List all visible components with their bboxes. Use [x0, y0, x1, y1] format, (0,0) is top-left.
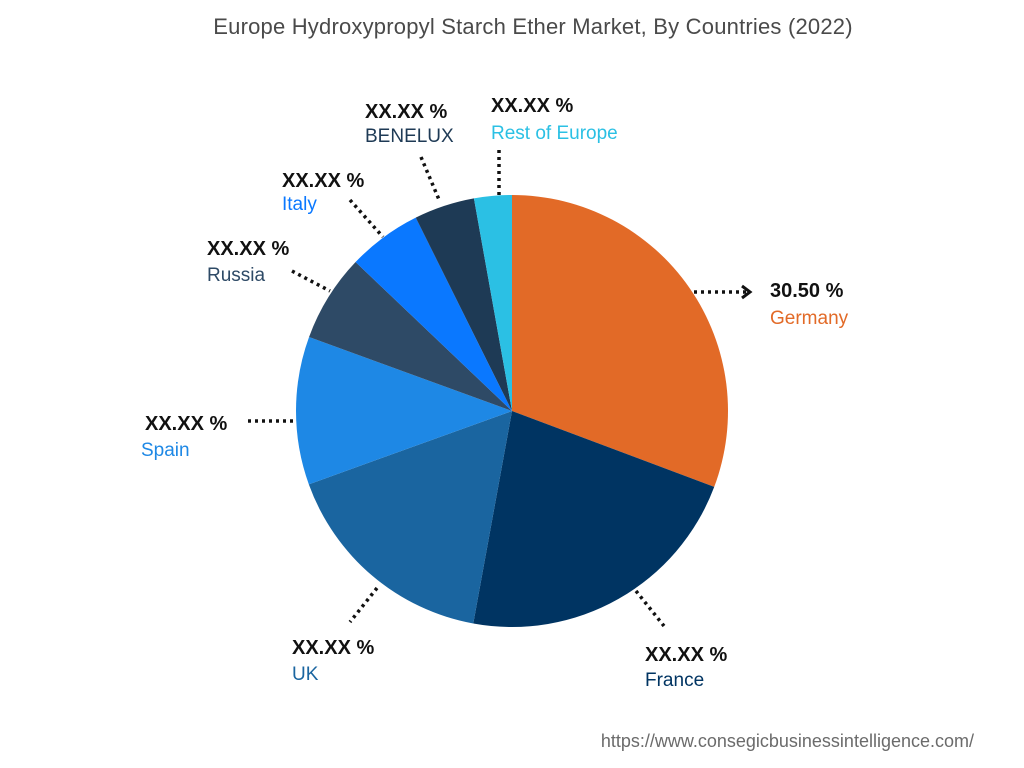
name-label-benelux: BENELUX: [365, 126, 454, 147]
leader-arrow-germany: [741, 284, 753, 300]
slice-germany: [512, 195, 728, 487]
leader-line-france: [634, 589, 666, 628]
value-label-france: XX.XX %: [645, 644, 727, 666]
name-label-rest-of-europe: Rest of Europe: [491, 123, 618, 144]
leader-lines: [248, 150, 753, 628]
value-label-rest-of-europe: XX.XX %: [491, 95, 573, 117]
slice-italy: [355, 217, 512, 411]
value-label-spain: XX.XX %: [145, 413, 227, 435]
value-label-benelux: XX.XX %: [365, 101, 447, 123]
leader-line-uk: [348, 586, 379, 624]
name-label-france: France: [645, 670, 704, 691]
leader-line-russia: [291, 269, 331, 293]
name-label-italy: Italy: [282, 194, 317, 215]
value-label-italy: XX.XX %: [282, 170, 364, 192]
slice-russia: [309, 262, 512, 411]
slice-benelux: [415, 198, 512, 411]
name-label-russia: Russia: [207, 265, 266, 286]
name-label-germany: Germany: [770, 308, 849, 329]
leader-line-italy: [348, 198, 385, 239]
slice-uk: [308, 411, 512, 624]
slice-france: [473, 411, 715, 628]
value-label-germany: 30.50 %: [770, 280, 844, 302]
leader-line-benelux: [419, 156, 442, 203]
source-url: https://www.consegicbusinessintelligence…: [600, 731, 974, 751]
pie-slices: [296, 195, 728, 628]
slice-spain: [296, 337, 512, 485]
value-label-uk: XX.XX %: [292, 637, 374, 659]
slice-rest-of-europe: [473, 195, 512, 411]
slice-labels: 30.50 % Germany XX.XX % France XX.XX % UK XX.X…: [141, 95, 849, 691]
chart-title: Europe Hydroxypropyl Starch Ether Market…: [213, 14, 853, 39]
name-label-spain: Spain: [141, 440, 190, 461]
value-label-russia: XX.XX %: [207, 238, 289, 260]
name-label-uk: UK: [292, 664, 319, 685]
